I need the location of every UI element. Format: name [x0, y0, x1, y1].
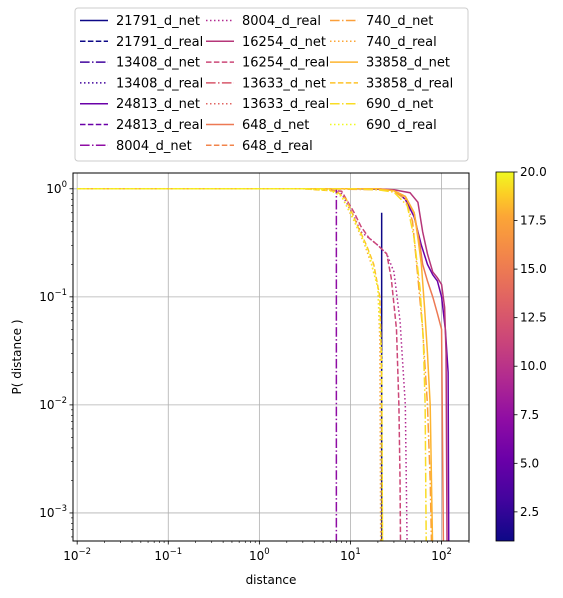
legend: 21791_d_net 21791_d_real 13408_d_net 13408_… [74, 7, 469, 162]
x-tick-base: 10 [249, 549, 264, 563]
legend-entry: 740_d_net [330, 14, 433, 29]
x-tick-exp: 2 [447, 547, 452, 557]
y-tick-base: 10 [46, 182, 61, 196]
legend-entry: 33858_d_net [330, 56, 450, 71]
colorbar-tick-label: 7.5 [520, 408, 539, 422]
y-tick-label: 10−1 [39, 288, 67, 304]
legend-entry: 13633_d_net [206, 76, 326, 91]
legend-entry: 13408_d_real [80, 76, 203, 91]
y-tick-base: 10 [39, 506, 54, 520]
x-tick-label: 101 [340, 547, 361, 563]
colorbar-tick-label: 17.5 [520, 214, 547, 228]
y-tick-base: 10 [39, 398, 54, 412]
legend-label: 740_d_net [366, 14, 433, 29]
legend-label: 24813_d_net [116, 97, 200, 112]
legend-entry: 33858_d_real [330, 76, 453, 91]
colorbar-tick-label: 20.0 [520, 165, 547, 179]
legend-label: 21791_d_real [116, 35, 203, 50]
x-tick-exp: −1 [170, 547, 183, 557]
legend-entry: 648_d_net [206, 118, 309, 133]
y-tick-base: 10 [39, 290, 54, 304]
legend-label: 13633_d_net [242, 76, 326, 91]
y-tick-label: 100 [46, 180, 67, 196]
x-tick-label: 102 [431, 547, 452, 563]
legend-label: 13408_d_real [116, 76, 203, 91]
legend-label: 13408_d_net [116, 56, 200, 71]
x-tick-exp: 1 [355, 547, 360, 557]
series-line-33858_d_net [77, 188, 434, 541]
x-tick-exp: 0 [264, 547, 269, 557]
x-tick-base: 10 [431, 549, 446, 563]
legend-label: 16254_d_net [242, 35, 326, 50]
legend-label: 13633_d_real [242, 97, 329, 112]
y-tick-exp: −3 [54, 504, 67, 514]
legend-label: 648_d_net [242, 118, 309, 133]
legend-label: 648_d_real [242, 139, 313, 154]
y-axis-label: P( distance ) [10, 319, 24, 394]
series-line-690_d_real [77, 188, 384, 541]
legend-label: 16254_d_real [242, 56, 329, 71]
x-tick-base: 10 [340, 549, 355, 563]
legend-entry: 740_d_real [330, 35, 437, 50]
legend-entry: 13408_d_net [80, 56, 200, 71]
series-line-33858_d_real [77, 188, 384, 541]
colorbar-tick-label: 2.5 [520, 505, 539, 519]
colorbar-tick-label: 15.0 [520, 262, 547, 276]
x-tick-base: 10 [63, 549, 78, 563]
legend-label: 690_d_real [366, 118, 437, 133]
series-line-690_d_net [77, 188, 427, 541]
legend-entry: 16254_d_net [206, 35, 326, 50]
legend-entry: 8004_d_real [206, 14, 321, 29]
y-tick-exp: −1 [54, 288, 67, 298]
legend-entry: 16254_d_real [206, 56, 329, 71]
x-axis-label: distance [246, 573, 297, 587]
series-line-16254_d_real [77, 188, 402, 541]
x-tick-label: 10−1 [154, 547, 182, 563]
colorbar-tick-label: 5.0 [520, 456, 539, 470]
y-tick-exp: −2 [54, 396, 67, 406]
legend-entry: 690_d_net [330, 97, 433, 112]
legend-label: 24813_d_real [116, 118, 203, 133]
legend-label: 690_d_net [366, 97, 433, 112]
legend-label: 8004_d_net [116, 139, 192, 154]
legend-entry: 24813_d_net [80, 97, 200, 112]
plot-background [73, 173, 469, 541]
colorbar: 2.5 5.0 7.5 10.0 12.5 15.0 17.5 20.0 [495, 165, 547, 542]
legend-entry: 8004_d_net [80, 139, 192, 154]
legend-label: 8004_d_real [242, 14, 321, 29]
x-tick-label: 100 [249, 547, 270, 563]
series-lines [77, 188, 450, 541]
legend-entry: 648_d_real [206, 139, 313, 154]
legend-entry: 21791_d_real [80, 35, 203, 50]
legend-entry: 13633_d_real [206, 97, 329, 112]
x-tick-exp: −2 [79, 547, 92, 557]
legend-entry: 21791_d_net [80, 14, 200, 29]
legend-label: 33858_d_net [366, 56, 450, 71]
colorbar-gradient [495, 171, 515, 542]
legend-entry: 24813_d_real [80, 118, 203, 133]
legend-label: 33858_d_real [366, 76, 453, 91]
legend-frame [74, 7, 469, 162]
x-tick-label: 10−2 [63, 547, 91, 563]
colorbar-tick-label: 12.5 [520, 311, 547, 325]
x-tick-base: 10 [154, 549, 169, 563]
legend-entry: 690_d_real [330, 118, 437, 133]
colorbar-tick-label: 10.0 [520, 359, 547, 373]
y-tick-label: 10−2 [39, 396, 67, 412]
legend-label: 21791_d_net [116, 14, 200, 29]
plot-frame [72, 172, 470, 542]
y-tick-label: 10−3 [39, 504, 67, 520]
legend-label: 740_d_real [366, 35, 437, 50]
y-tick-exp: 0 [62, 180, 67, 190]
